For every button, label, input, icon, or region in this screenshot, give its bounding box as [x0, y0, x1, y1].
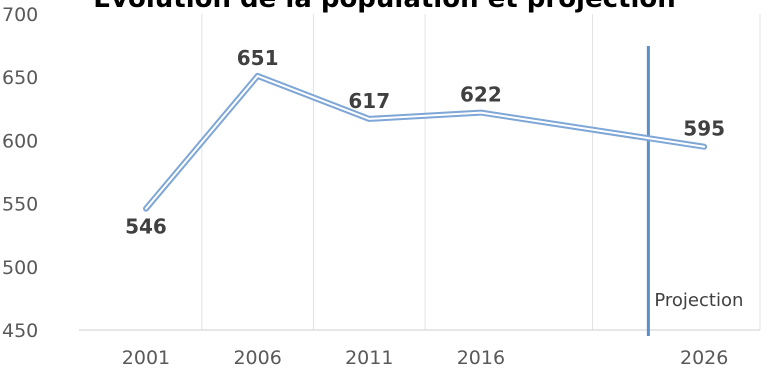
y-tick-label: 650 [2, 67, 38, 89]
x-tick-label: 2026 [680, 347, 728, 369]
x-tick-label: 2016 [457, 347, 505, 369]
data-label: 617 [348, 89, 390, 113]
data-label: 546 [125, 215, 167, 239]
series-line-core [144, 74, 706, 210]
y-tick-label: 550 [2, 194, 38, 216]
y-tick-label: 500 [2, 257, 38, 279]
y-tick-label: 450 [2, 320, 38, 342]
data-label: 622 [460, 83, 502, 107]
data-label: 595 [683, 117, 725, 141]
chart-title: Évolution de la population et projection [0, 0, 769, 14]
y-tick-label: 600 [2, 130, 38, 152]
y-tick-label: 700 [2, 4, 38, 26]
data-label: 651 [237, 46, 279, 70]
projection-label: Projection [654, 290, 743, 311]
x-tick-label: 2006 [233, 347, 281, 369]
x-tick-label: 2011 [345, 347, 393, 369]
x-tick-label: 2001 [122, 347, 170, 369]
